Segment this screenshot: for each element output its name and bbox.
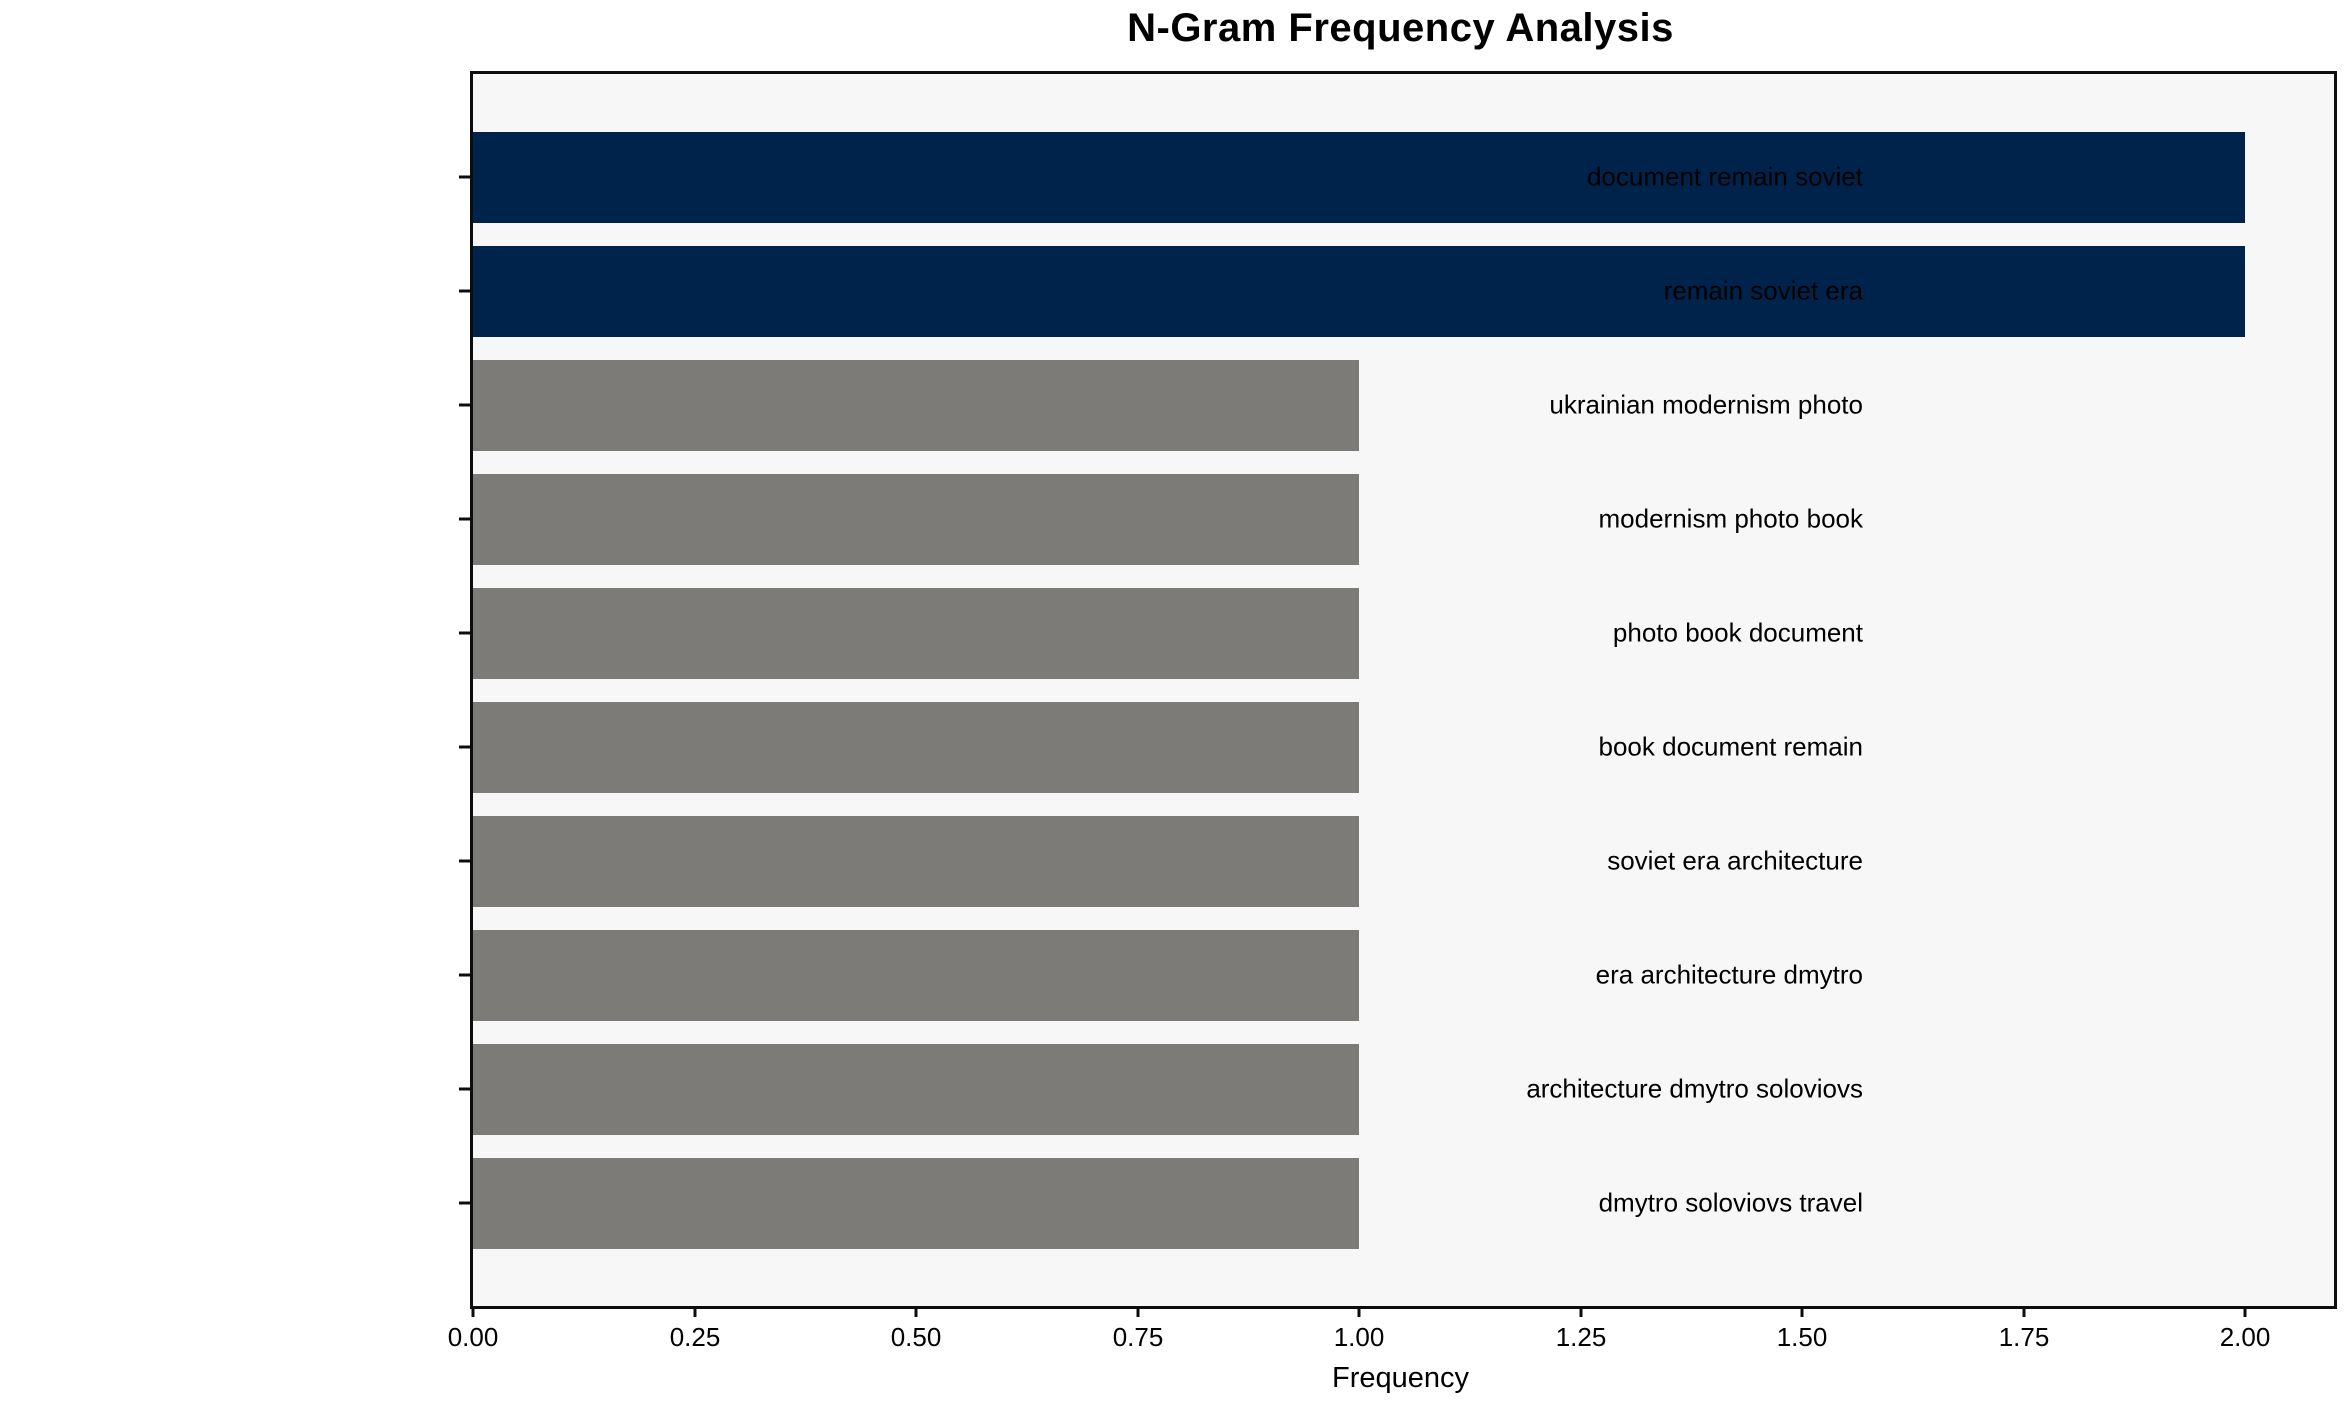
x-tick-label: 1.25: [1555, 1322, 1607, 1352]
bar-soviet-era-architecture: [473, 816, 1359, 907]
x-tick-label: 0.00: [447, 1322, 499, 1352]
y-tick-label: soviet era architecture: [1607, 845, 1863, 876]
y-tick-label: ukrainian modernism photo: [1549, 389, 1863, 420]
y-tick-label: architecture dmytro soloviovs: [1526, 1073, 1863, 1104]
y-tick-label: photo book document: [1612, 617, 1863, 648]
bar-ukrainian-modernism-photo: [473, 360, 1359, 451]
y-tick-label: document remain soviet: [1586, 161, 1863, 192]
x-tick-label: 0.50: [890, 1322, 942, 1352]
chart-title: N-Gram Frequency Analysis: [1127, 6, 1674, 50]
x-tick-mark: [914, 1306, 918, 1317]
x-tick-label: 2.00: [2219, 1322, 2271, 1352]
y-tick-mark: [459, 289, 470, 293]
x-tick-mark: [693, 1306, 697, 1317]
x-tick-mark: [1800, 1306, 1804, 1317]
y-tick-mark: [459, 973, 470, 977]
y-tick-mark: [459, 745, 470, 749]
bar-document-remain-soviet: [473, 132, 2245, 223]
y-tick-mark: [459, 1087, 470, 1091]
bar-modernism-photo-book: [473, 474, 1359, 565]
y-tick-label: dmytro soloviovs travel: [1598, 1187, 1863, 1218]
x-axis-title: Frequency: [1331, 1362, 1469, 1394]
x-tick-label: 1.00: [1333, 1322, 1385, 1352]
bar-photo-book-document: [473, 588, 1359, 679]
y-tick-label: remain soviet era: [1663, 275, 1863, 306]
y-tick-mark: [459, 1201, 470, 1205]
y-tick-mark: [459, 403, 470, 407]
plot-area: [470, 71, 2337, 1309]
y-tick-mark: [459, 859, 470, 863]
bar-remain-soviet-era: [473, 246, 2245, 337]
y-tick-mark: [459, 175, 470, 179]
y-tick-label: modernism photo book: [1598, 503, 1863, 534]
x-tick-mark: [1579, 1306, 1583, 1317]
bar-dmytro-soloviovs-travel: [473, 1158, 1359, 1249]
x-tick-mark: [2022, 1306, 2026, 1317]
x-tick-label: 0.75: [1112, 1322, 1164, 1352]
x-tick-label: 1.50: [1776, 1322, 1828, 1352]
x-tick-mark: [2243, 1306, 2247, 1317]
bar-book-document-remain: [473, 702, 1359, 793]
x-tick-label: 1.75: [1998, 1322, 2050, 1352]
bar-architecture-dmytro-soloviovs: [473, 1044, 1359, 1135]
x-tick-mark: [1136, 1306, 1140, 1317]
y-tick-mark: [459, 631, 470, 635]
y-tick-label: book document remain: [1598, 731, 1863, 762]
x-tick-mark: [471, 1306, 475, 1317]
x-tick-label: 0.25: [669, 1322, 721, 1352]
y-tick-mark: [459, 517, 470, 521]
bar-era-architecture-dmytro: [473, 930, 1359, 1021]
x-tick-mark: [1357, 1306, 1361, 1317]
y-tick-label: era architecture dmytro: [1595, 959, 1863, 990]
